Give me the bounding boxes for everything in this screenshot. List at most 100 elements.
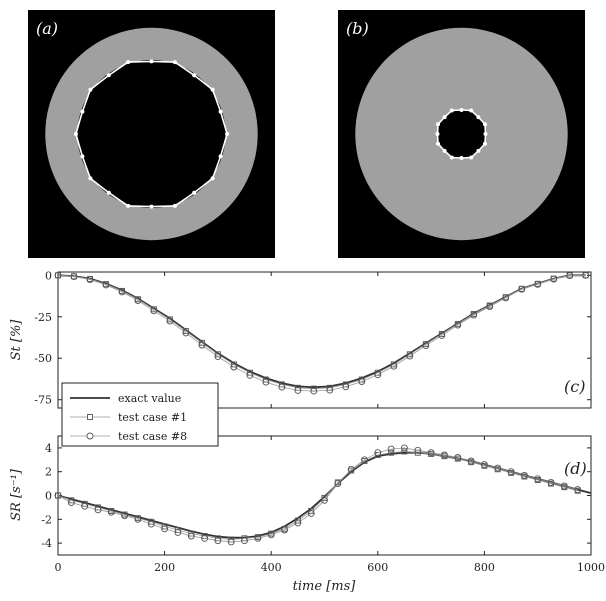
point-test-case-8 bbox=[326, 386, 334, 394]
img-b-contour-point bbox=[442, 148, 447, 153]
point-test-case-8 bbox=[534, 280, 542, 288]
point-test-case-8 bbox=[54, 492, 62, 499]
img-b-contour-point bbox=[459, 156, 464, 160]
img-a-contour-point bbox=[73, 132, 78, 136]
img-a-contour-point bbox=[218, 154, 223, 159]
img-a-contour-point bbox=[218, 109, 223, 114]
image-b-lumen bbox=[436, 109, 487, 159]
point-test-case-8 bbox=[307, 509, 315, 517]
point-test-case-8 bbox=[502, 294, 510, 302]
series-line-test-1 bbox=[57, 451, 578, 540]
point-test-case-8 bbox=[566, 272, 574, 280]
series-line-test-1 bbox=[57, 274, 586, 390]
img-a-contour-point bbox=[80, 154, 85, 159]
y-tick-label: 0 bbox=[45, 269, 52, 282]
y-tick-label: -4 bbox=[41, 537, 52, 550]
point-test-case-8 bbox=[294, 519, 302, 527]
point-test-case-8 bbox=[94, 506, 102, 514]
point-test-case-8 bbox=[230, 363, 238, 371]
legend-label: test case #1 bbox=[118, 411, 187, 424]
point-test-case-8 bbox=[150, 307, 158, 315]
img-b-contour-point bbox=[483, 122, 487, 127]
point-test-case-8 bbox=[480, 461, 488, 469]
point-test-case-8 bbox=[560, 482, 568, 490]
y-tick-label: -25 bbox=[34, 311, 52, 324]
point-test-case-8 bbox=[174, 528, 182, 536]
point-test-case-8 bbox=[454, 321, 462, 329]
x-tick-label: 400 bbox=[261, 561, 282, 574]
img-a-contour-point bbox=[106, 190, 111, 195]
series-line-test-2 bbox=[57, 447, 578, 543]
point-test-case-8 bbox=[486, 303, 494, 310]
chart-c: 0 -25 -50 -75 (c) St [%] bbox=[9, 269, 592, 409]
point-test-case-8 bbox=[467, 457, 475, 465]
point-test-case-8 bbox=[187, 532, 195, 540]
point-test-case-8 bbox=[102, 281, 110, 289]
img-a-contour-point bbox=[88, 176, 93, 181]
img-b-contour-point bbox=[483, 141, 487, 146]
point-test-case-8 bbox=[278, 383, 286, 391]
img-a-contour-point bbox=[126, 60, 131, 65]
point-test-case-8 bbox=[262, 378, 270, 386]
point-test-case-8 bbox=[281, 526, 288, 534]
chart-d-ylabel: SR [s⁻¹] bbox=[9, 468, 24, 521]
img-a-contour-point bbox=[172, 203, 177, 208]
img-b-contour-point bbox=[483, 132, 488, 136]
point-test-case-8 bbox=[267, 531, 275, 539]
legend-marker-circle bbox=[86, 432, 94, 440]
y-tick-label: 0 bbox=[45, 490, 52, 503]
point-test-case-8 bbox=[134, 297, 142, 304]
image-b-label: (b) bbox=[346, 19, 369, 38]
img-b-contour-point bbox=[476, 148, 481, 153]
chart-c-series bbox=[54, 271, 590, 395]
x-tick-label: 600 bbox=[367, 561, 388, 574]
img-a-contour-point bbox=[210, 176, 215, 181]
point-test-case-8 bbox=[121, 512, 129, 520]
point-test-case-8 bbox=[574, 486, 582, 494]
point-test-case-8 bbox=[342, 383, 350, 391]
img-b-contour-point bbox=[436, 122, 440, 127]
chart-d-label: (d) bbox=[564, 459, 587, 478]
x-tick-label: 0 bbox=[55, 561, 62, 574]
point-test-case-8 bbox=[166, 317, 174, 325]
img-b-contour-point bbox=[449, 155, 454, 160]
point-test-case-8 bbox=[438, 331, 446, 339]
image-a-contour-points bbox=[73, 59, 230, 209]
img-a-contour-point bbox=[172, 60, 177, 65]
point-test-case-8 bbox=[214, 537, 222, 545]
y-tick-label: -2 bbox=[41, 513, 52, 526]
point-test-case-8 bbox=[254, 534, 262, 542]
chart-c-label: (c) bbox=[564, 377, 585, 396]
point-test-case-1 bbox=[55, 492, 61, 499]
chart-c-ticks: 0 -25 -50 -75 bbox=[34, 269, 592, 408]
image-panel-b: (b) bbox=[338, 10, 585, 258]
legend: exact value test case #1 test case #8 bbox=[61, 382, 219, 447]
point-test-case-8 bbox=[81, 502, 89, 510]
point-test-case-1 bbox=[401, 448, 408, 455]
img-b-contour-point bbox=[436, 141, 440, 146]
chart-d-series bbox=[54, 444, 592, 546]
y-tick-label: 2 bbox=[45, 466, 52, 479]
chart-c-frame bbox=[57, 271, 592, 409]
point-test-case-8 bbox=[86, 276, 94, 284]
point-test-case-8 bbox=[406, 352, 414, 360]
img-a-contour-point bbox=[192, 73, 197, 78]
point-test-case-8 bbox=[107, 508, 115, 516]
point-test-case-8 bbox=[161, 525, 169, 533]
point-test-case-8 bbox=[241, 537, 248, 545]
img-a-contour-point bbox=[106, 73, 111, 78]
point-test-case-8 bbox=[387, 445, 395, 453]
img-a-contour-point bbox=[149, 204, 154, 209]
legend-items: exact value test case #1 test case #8 bbox=[70, 392, 187, 443]
point-test-case-8 bbox=[334, 480, 342, 488]
point-test-case-8 bbox=[67, 499, 75, 507]
point-test-case-8 bbox=[361, 456, 368, 464]
img-b-contour-point bbox=[476, 115, 481, 120]
point-test-case-8 bbox=[518, 285, 526, 293]
point-test-case-8 bbox=[414, 446, 422, 454]
point-test-case-8 bbox=[582, 271, 590, 279]
point-test-case-8 bbox=[227, 538, 235, 546]
x-tick-label: 800 bbox=[474, 561, 495, 574]
img-a-contour-point bbox=[225, 132, 230, 136]
image-panel-a: (a) bbox=[28, 10, 275, 258]
